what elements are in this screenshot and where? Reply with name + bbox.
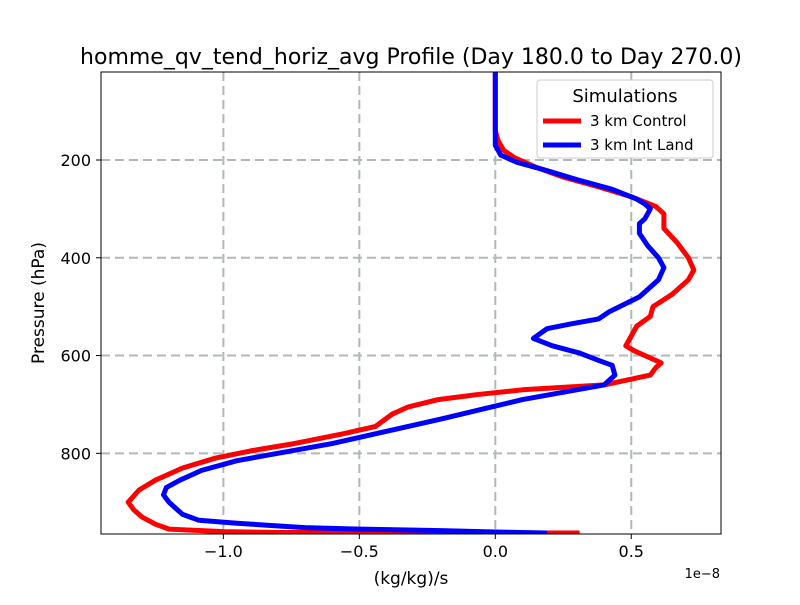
- x-axis-offset-label: 1e−8: [685, 567, 720, 582]
- x-tick-label: −0.5: [340, 542, 379, 561]
- axis-ticks: −1.0 −0.5 0.0 0.5 200 400 600 800: [60, 151, 644, 561]
- legend-label-3km-int-land: 3 km Int Land: [590, 136, 694, 154]
- x-tick-label: −1.0: [204, 542, 243, 561]
- x-tick-label: 0.0: [483, 542, 508, 561]
- y-tick-label: 800: [60, 444, 91, 463]
- x-tick-label: 0.5: [619, 542, 644, 561]
- legend: Simulations 3 km Control 3 km Int Land: [536, 79, 714, 159]
- chart-title: homme_qv_tend_horiz_avg Profile (Day 180…: [80, 45, 742, 70]
- y-tick-label: 400: [60, 249, 91, 268]
- legend-title: Simulations: [572, 86, 677, 107]
- legend-label-3km-control: 3 km Control: [590, 112, 687, 130]
- series-line-3-km-int-land: [161, 72, 667, 534]
- x-axis-label: (kg/kg)/s: [374, 569, 449, 589]
- y-tick-label: 200: [60, 151, 91, 170]
- legend-box: [536, 79, 714, 159]
- series-layer: [125, 72, 697, 534]
- y-tick-label: 600: [60, 347, 91, 366]
- plot-area-frame: [100, 71, 722, 535]
- y-axis-label: Pressure (hPa): [29, 242, 49, 364]
